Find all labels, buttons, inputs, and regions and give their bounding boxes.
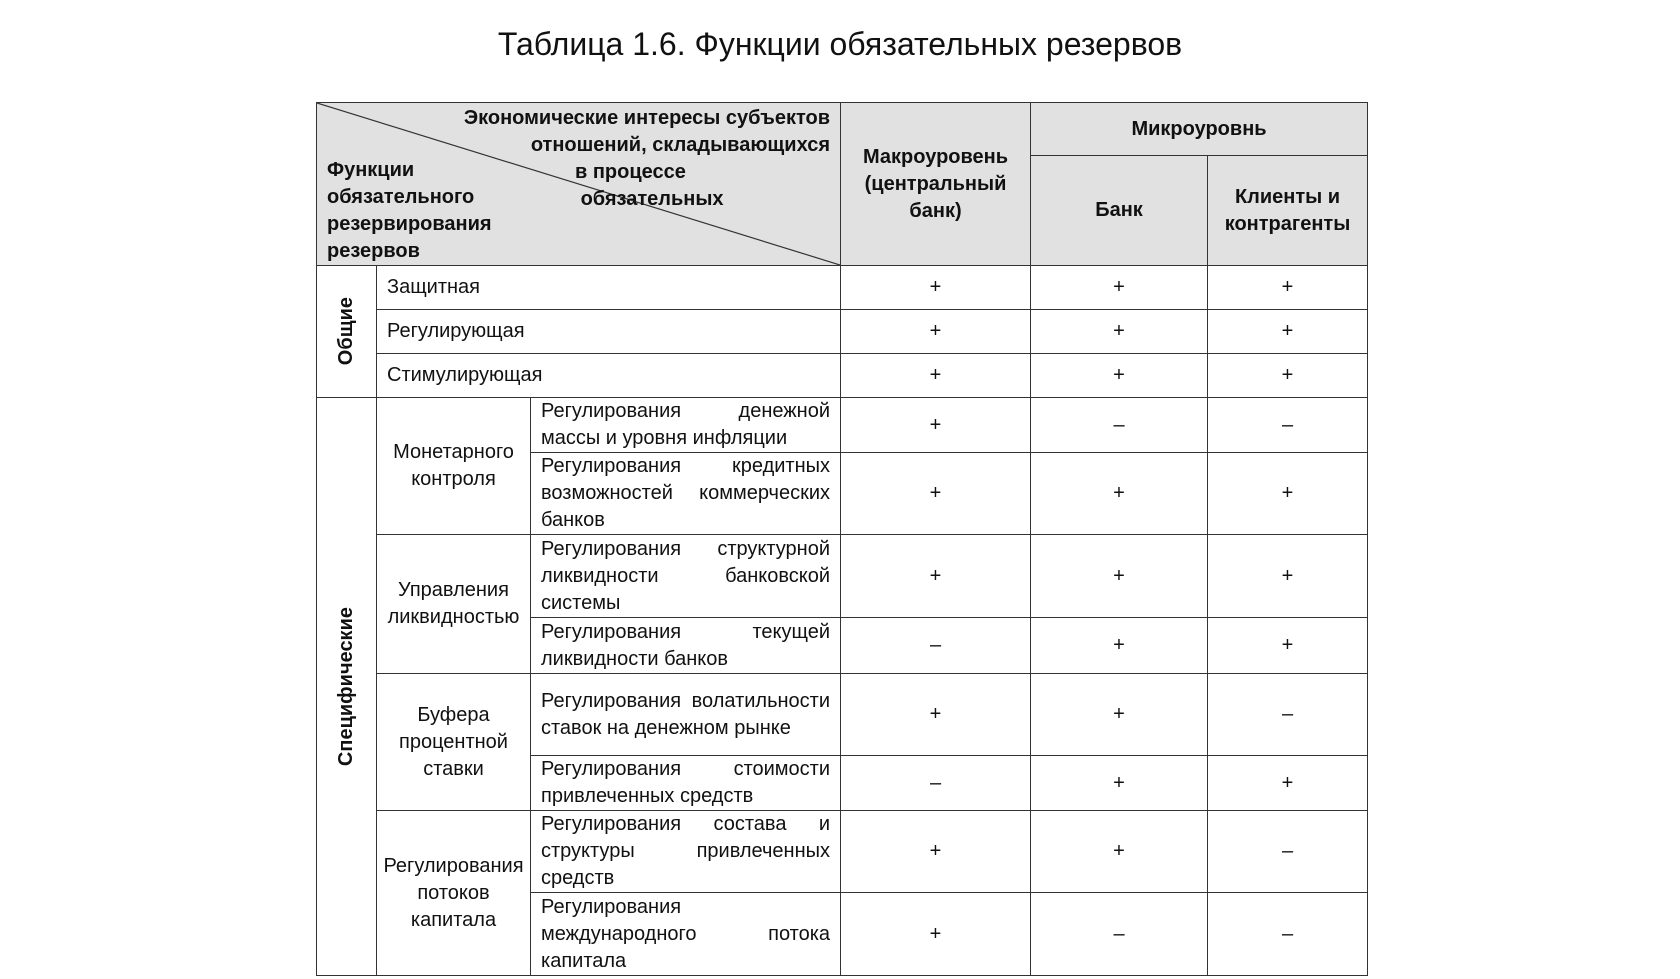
category-name: Монетарного контроля (376, 397, 531, 535)
cell-clients: + (1207, 452, 1369, 535)
cell-macro: + (840, 534, 1032, 618)
table-row: Стимулирующая + + + (317, 353, 1369, 398)
header-macro: Макроуровень (центральный банк) (840, 102, 1032, 266)
cell-clients: + (1207, 309, 1369, 354)
cell-clients: – (1207, 397, 1369, 453)
category-name: Буфера процентной ставки (376, 673, 531, 811)
header-economic-interests: Экономические интересы субъектов отношени… (464, 105, 830, 159)
group-specific-label: Специфические (335, 606, 357, 767)
cell-clients: + (1207, 617, 1369, 674)
header-line: в процессе (575, 161, 686, 183)
cell-macro: + (840, 892, 1032, 976)
cell-clients: – (1207, 673, 1369, 756)
table-row: Регулирования международного потока капи… (317, 892, 1369, 976)
diagonal-header-cell: Экономические интересы субъектов отношени… (315, 102, 842, 266)
cell-macro: + (840, 810, 1032, 893)
function-name: Регулирования стоимости привлеченных сре… (529, 755, 842, 811)
function-name: Регулирования текущей ликвидности банков (529, 617, 842, 674)
header-bank: Банк (1030, 155, 1209, 266)
reserves-functions-table: Экономические интересы субъектов отношени… (315, 102, 1369, 976)
function-name: Регулирования международного потока капи… (529, 892, 842, 976)
table-row: Общие Защитная + + + (316, 265, 1369, 398)
cell-macro: + (840, 265, 1032, 310)
header-clients: Клиенты и контрагенты (1207, 155, 1369, 266)
header-micro: Микроуровнь (1030, 102, 1369, 156)
function-name: Регулирования кредитных возможностей ком… (529, 452, 842, 535)
header-economic-interests-cont: в процессе обязательных (575, 159, 724, 213)
category-name: Регулирования потоков капитала (376, 810, 531, 976)
cell-bank: + (1030, 452, 1209, 535)
table-row: Регулирования кредитных возможностей ком… (317, 452, 1369, 535)
cell-clients: – (1207, 810, 1369, 893)
table-row: Специфические Монетарного контроля Регулир… (316, 397, 1369, 976)
table-row: Управления ликвидностью Регулирования стр… (317, 534, 1369, 674)
header-functions: Функции обязательного резервирования рез… (327, 159, 492, 262)
header-line: Экономические интересы субъектов (463, 107, 831, 129)
cell-bank: + (1030, 673, 1209, 756)
table-row: Регулирования потоков капитала Регулирова… (317, 810, 1369, 976)
cell-macro: – (840, 755, 1032, 811)
table-row: Регулирующая + + + (317, 309, 1369, 354)
cell-macro: + (840, 353, 1032, 398)
cell-bank: + (1030, 353, 1209, 398)
cell-bank: + (1030, 617, 1209, 674)
cell-bank: + (1030, 534, 1209, 618)
cell-clients: – (1207, 892, 1369, 976)
header-line: обязательных (580, 188, 724, 210)
cell-macro: – (840, 617, 1032, 674)
cell-clients: + (1207, 534, 1369, 618)
header-line: отношений, складывающихся (530, 134, 831, 156)
cell-macro: + (840, 397, 1032, 453)
cell-bank: + (1030, 265, 1209, 310)
table-row: Буфера процентной ставки Регулирования во… (317, 673, 1369, 811)
group-general: Общие (316, 265, 377, 398)
function-name: Регулирования волатильности ставок на де… (529, 673, 842, 756)
cell-bank: – (1030, 892, 1209, 976)
group-general-label: Общие (335, 297, 357, 366)
cell-bank: – (1030, 397, 1209, 453)
group-specific: Специфические (316, 397, 377, 976)
function-name: Регулирующая (375, 309, 842, 354)
cell-bank: + (1030, 309, 1209, 354)
cell-clients: + (1207, 265, 1369, 310)
function-name: Защитная (375, 265, 842, 310)
cell-bank: + (1030, 810, 1209, 893)
cell-bank: + (1030, 755, 1209, 811)
function-name: Регулирования состава и структуры привле… (529, 810, 842, 893)
diagonal-line (317, 103, 840, 265)
category-name: Управления ликвидностью (376, 534, 531, 674)
cell-macro: + (840, 309, 1032, 354)
function-name: Регулирования денежной массы и уровня ин… (529, 397, 842, 453)
table-title: Таблица 1.6. Функции обязательных резерв… (497, 26, 1183, 62)
function-name: Регулирования структурной ликвидности ба… (529, 534, 842, 618)
cell-clients: + (1207, 755, 1369, 811)
cell-macro: + (840, 673, 1032, 756)
table-row: Регулирования текущей ликвидности банков… (317, 617, 1369, 674)
cell-clients: + (1207, 353, 1369, 398)
cell-macro: + (840, 452, 1032, 535)
function-name: Стимулирующая (375, 353, 842, 398)
